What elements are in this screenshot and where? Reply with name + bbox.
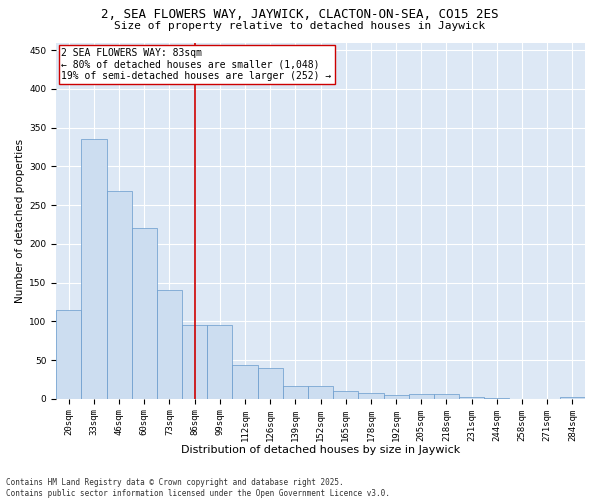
Bar bbox=[82, 140, 107, 399]
Bar bbox=[484, 398, 509, 399]
Bar bbox=[182, 326, 207, 399]
Bar bbox=[308, 386, 333, 399]
Text: Size of property relative to detached houses in Jaywick: Size of property relative to detached ho… bbox=[115, 21, 485, 31]
Bar bbox=[358, 394, 383, 399]
Y-axis label: Number of detached properties: Number of detached properties bbox=[15, 138, 25, 302]
Bar bbox=[107, 191, 131, 399]
Bar bbox=[459, 396, 484, 399]
Bar bbox=[232, 365, 257, 399]
Bar bbox=[257, 368, 283, 399]
Bar bbox=[434, 394, 459, 399]
Bar bbox=[409, 394, 434, 399]
Bar bbox=[283, 386, 308, 399]
Bar bbox=[56, 310, 82, 399]
Bar bbox=[207, 326, 232, 399]
Bar bbox=[560, 396, 585, 399]
Text: Contains HM Land Registry data © Crown copyright and database right 2025.
Contai: Contains HM Land Registry data © Crown c… bbox=[6, 478, 390, 498]
Bar bbox=[157, 290, 182, 399]
Bar bbox=[131, 228, 157, 399]
Bar bbox=[333, 391, 358, 399]
Text: 2 SEA FLOWERS WAY: 83sqm
← 80% of detached houses are smaller (1,048)
19% of sem: 2 SEA FLOWERS WAY: 83sqm ← 80% of detach… bbox=[61, 48, 332, 81]
X-axis label: Distribution of detached houses by size in Jaywick: Distribution of detached houses by size … bbox=[181, 445, 460, 455]
Bar bbox=[383, 395, 409, 399]
Text: 2, SEA FLOWERS WAY, JAYWICK, CLACTON-ON-SEA, CO15 2ES: 2, SEA FLOWERS WAY, JAYWICK, CLACTON-ON-… bbox=[101, 8, 499, 20]
